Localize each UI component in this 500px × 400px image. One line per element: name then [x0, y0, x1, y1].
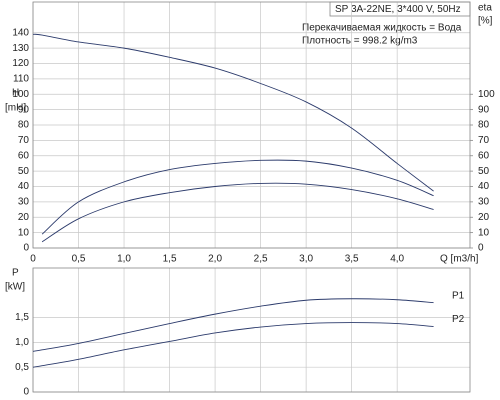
y-tick-label: 80	[18, 120, 30, 131]
y2-axis-label: eta	[478, 3, 492, 14]
y2-tick-label: 50	[478, 166, 490, 177]
x-axis-label: Q [m3/h]	[440, 254, 479, 265]
y2-tick-label: 70	[478, 135, 490, 146]
annotation: Плотность = 998.2 kg/m3	[302, 36, 418, 47]
y-tick-label: 50	[18, 166, 30, 177]
x-tick-label: 4,0	[390, 254, 404, 265]
y2-tick-label: 40	[478, 181, 490, 192]
y-tick-label: 120	[12, 58, 29, 69]
y2-tick-label: 10	[478, 227, 490, 238]
y-tick-label: 90	[18, 104, 30, 115]
y-tick-label: 0	[23, 243, 29, 254]
plot-frame	[32, 267, 471, 393]
y-axis-unit: [kW]	[5, 282, 25, 293]
x-tick-label: 2,5	[254, 254, 268, 265]
y2-axis-unit: [%]	[478, 16, 493, 27]
curve	[32, 298, 434, 352]
y-tick-label: 0,5	[15, 362, 29, 373]
x-tick-label: 1,5	[163, 254, 177, 265]
annotation: Перекачиваемая жидкость = Вода	[302, 23, 462, 34]
y-axis-unit: [mH]	[5, 103, 26, 114]
y2-tick-label: 100	[478, 89, 495, 100]
legend-label: P2	[452, 314, 465, 325]
y-tick-label: 0	[23, 387, 29, 398]
legend-label: P1	[452, 290, 465, 301]
x-tick-label: 3,5	[345, 254, 359, 265]
x-tick-label: 3,0	[299, 254, 313, 265]
y2-tick-label: 90	[478, 104, 490, 115]
curve	[32, 33, 434, 192]
y-tick-label: 40	[18, 181, 30, 192]
x-tick-label: 2,0	[208, 254, 222, 265]
curve	[32, 322, 434, 368]
y-tick-label: 100	[12, 89, 29, 100]
y2-tick-label: 0	[478, 243, 484, 254]
y-tick-label: 1,5	[15, 312, 29, 323]
y-tick-label: 1,0	[15, 337, 29, 348]
y-axis-label: H	[12, 88, 19, 99]
curve	[41, 182, 434, 243]
plot-frame	[32, 1, 471, 249]
y2-tick-label: 80	[478, 120, 490, 131]
y-tick-label: 140	[12, 27, 29, 38]
x-tick-label: 0,5	[72, 254, 86, 265]
y-tick-label: 110	[13, 74, 29, 85]
y-tick-label: 130	[12, 43, 29, 54]
y-tick-label: 60	[18, 150, 30, 161]
y2-tick-label: 30	[478, 197, 490, 208]
curve	[41, 159, 434, 235]
y2-tick-label: 60	[478, 150, 490, 161]
y-axis-label: P	[12, 268, 19, 279]
chart-title: SP 3A-22NE, 3*400 V, 50Hz	[335, 4, 461, 15]
y-tick-label: 70	[18, 135, 30, 146]
y-tick-label: 30	[18, 197, 30, 208]
y-tick-label: 20	[18, 212, 30, 223]
x-tick-label: 1,0	[117, 254, 131, 265]
x-tick-label: 0	[30, 254, 36, 265]
y2-tick-label: 20	[478, 212, 490, 223]
y-tick-label: 10	[18, 227, 30, 238]
